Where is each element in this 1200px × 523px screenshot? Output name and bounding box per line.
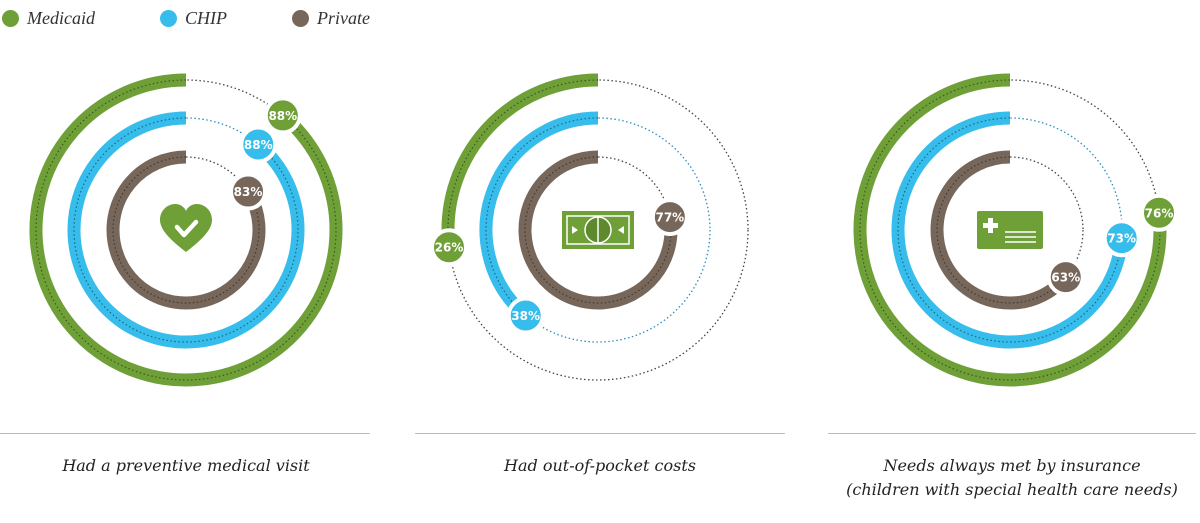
value-badge — [1046, 258, 1085, 297]
divider — [415, 433, 785, 434]
arc-medicaid — [441, 73, 599, 240]
arc-dots — [897, 117, 1122, 343]
radial-chart-3: 76% 73% 63% — [853, 73, 1179, 387]
legend-swatch — [292, 10, 309, 27]
radial-chart-1: 88% 88% 83% — [29, 73, 343, 387]
value-badge — [229, 172, 268, 211]
arc-chip — [891, 111, 1128, 349]
arc-medicaid — [29, 73, 343, 387]
caption-2: Had out-of-pocket costs — [415, 454, 785, 478]
value-badge — [239, 125, 278, 164]
arc-medicaid — [853, 73, 1167, 387]
arc-dots — [936, 156, 1064, 304]
value-badge — [650, 198, 689, 237]
legend-private: Private — [292, 8, 370, 29]
arc-private — [930, 150, 1068, 310]
arc-dots — [524, 156, 672, 304]
arc-chip — [67, 111, 305, 349]
value-label: 83% — [234, 185, 263, 199]
value-label: 88% — [244, 138, 273, 152]
caption-1: Had a preventive medical visit — [1, 454, 371, 478]
track-dotted — [485, 117, 711, 343]
value-badge — [506, 296, 545, 335]
arc-dots — [485, 117, 599, 313]
value-label: 73% — [1107, 232, 1136, 246]
heart-check-icon — [160, 204, 212, 252]
caption-line: Needs always met by insurance — [883, 456, 1141, 475]
value-label: 38% — [511, 309, 540, 323]
divider — [0, 433, 370, 434]
arc-dots — [73, 117, 299, 343]
legend-swatch — [160, 10, 177, 27]
arc-chip — [479, 111, 599, 317]
divider — [828, 433, 1196, 434]
caption-3: Needs always met by insurance (children w… — [828, 454, 1196, 502]
radial-chart-2: 26% 38% 77% — [429, 73, 749, 381]
value-label: 77% — [655, 211, 684, 225]
arc-dots — [35, 79, 337, 381]
value-label: 26% — [435, 241, 464, 255]
arc-dots — [112, 156, 260, 304]
caption-line: Had a preventive medical visit — [62, 456, 310, 475]
arc-dots — [859, 79, 1161, 381]
legend-chip: CHIP — [160, 8, 227, 29]
caption-line: Had out-of-pocket costs — [504, 456, 696, 475]
value-badge — [263, 96, 302, 135]
value-label: 63% — [1051, 271, 1080, 285]
value-badge — [429, 228, 468, 267]
legend-swatch — [2, 10, 19, 27]
caption-line: (children with special health care needs… — [846, 480, 1178, 499]
legend-medicaid: Medicaid — [2, 8, 95, 29]
value-label: 76% — [1145, 206, 1174, 220]
value-label: 88% — [268, 109, 297, 123]
value-badge — [1102, 219, 1141, 258]
track-dotted — [447, 79, 749, 381]
arc-private — [106, 150, 266, 310]
arc-private — [518, 150, 678, 310]
value-badge — [1140, 193, 1179, 232]
money-bill-icon — [562, 211, 634, 249]
insurance-card-icon — [977, 211, 1043, 249]
